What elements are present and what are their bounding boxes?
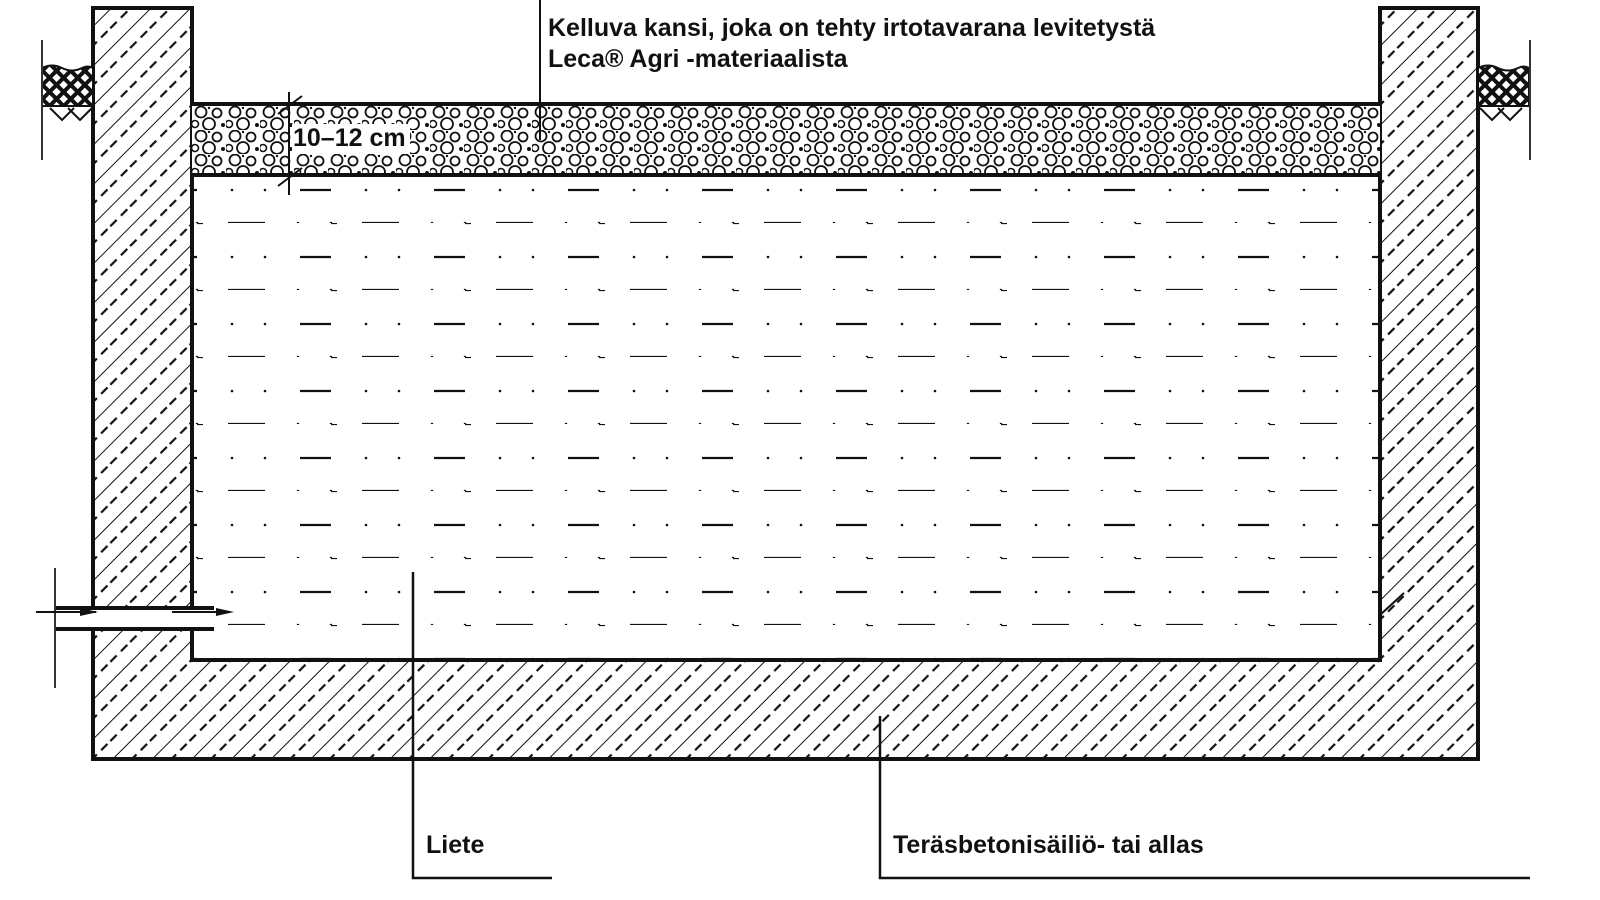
- tank-leader-line: [878, 716, 1530, 880]
- concrete-tank-walls: [91, 6, 1480, 761]
- flow-arrow-icon: [80, 608, 98, 616]
- sludge-leader-line: [411, 572, 552, 880]
- tank-label: Teräsbetonisäiliö- tai allas: [893, 831, 1204, 859]
- ground-right: [1477, 40, 1531, 160]
- cover-label-line2: Leca® Agri -materiaalista: [548, 45, 848, 73]
- thickness-dimension: [277, 92, 410, 195]
- thickness-label: 10–12 cm: [293, 124, 406, 152]
- cover-label-line1: Kelluva kansi, joka on tehty irtotavaran…: [548, 14, 1156, 42]
- sludge-label: Liete: [426, 831, 485, 859]
- sludge-area: [194, 176, 1378, 658]
- inlet-pipe: [36, 568, 234, 688]
- ground-left: [41, 40, 94, 160]
- tick-mark: [1379, 592, 1405, 616]
- flow-arrow-icon: [216, 608, 234, 616]
